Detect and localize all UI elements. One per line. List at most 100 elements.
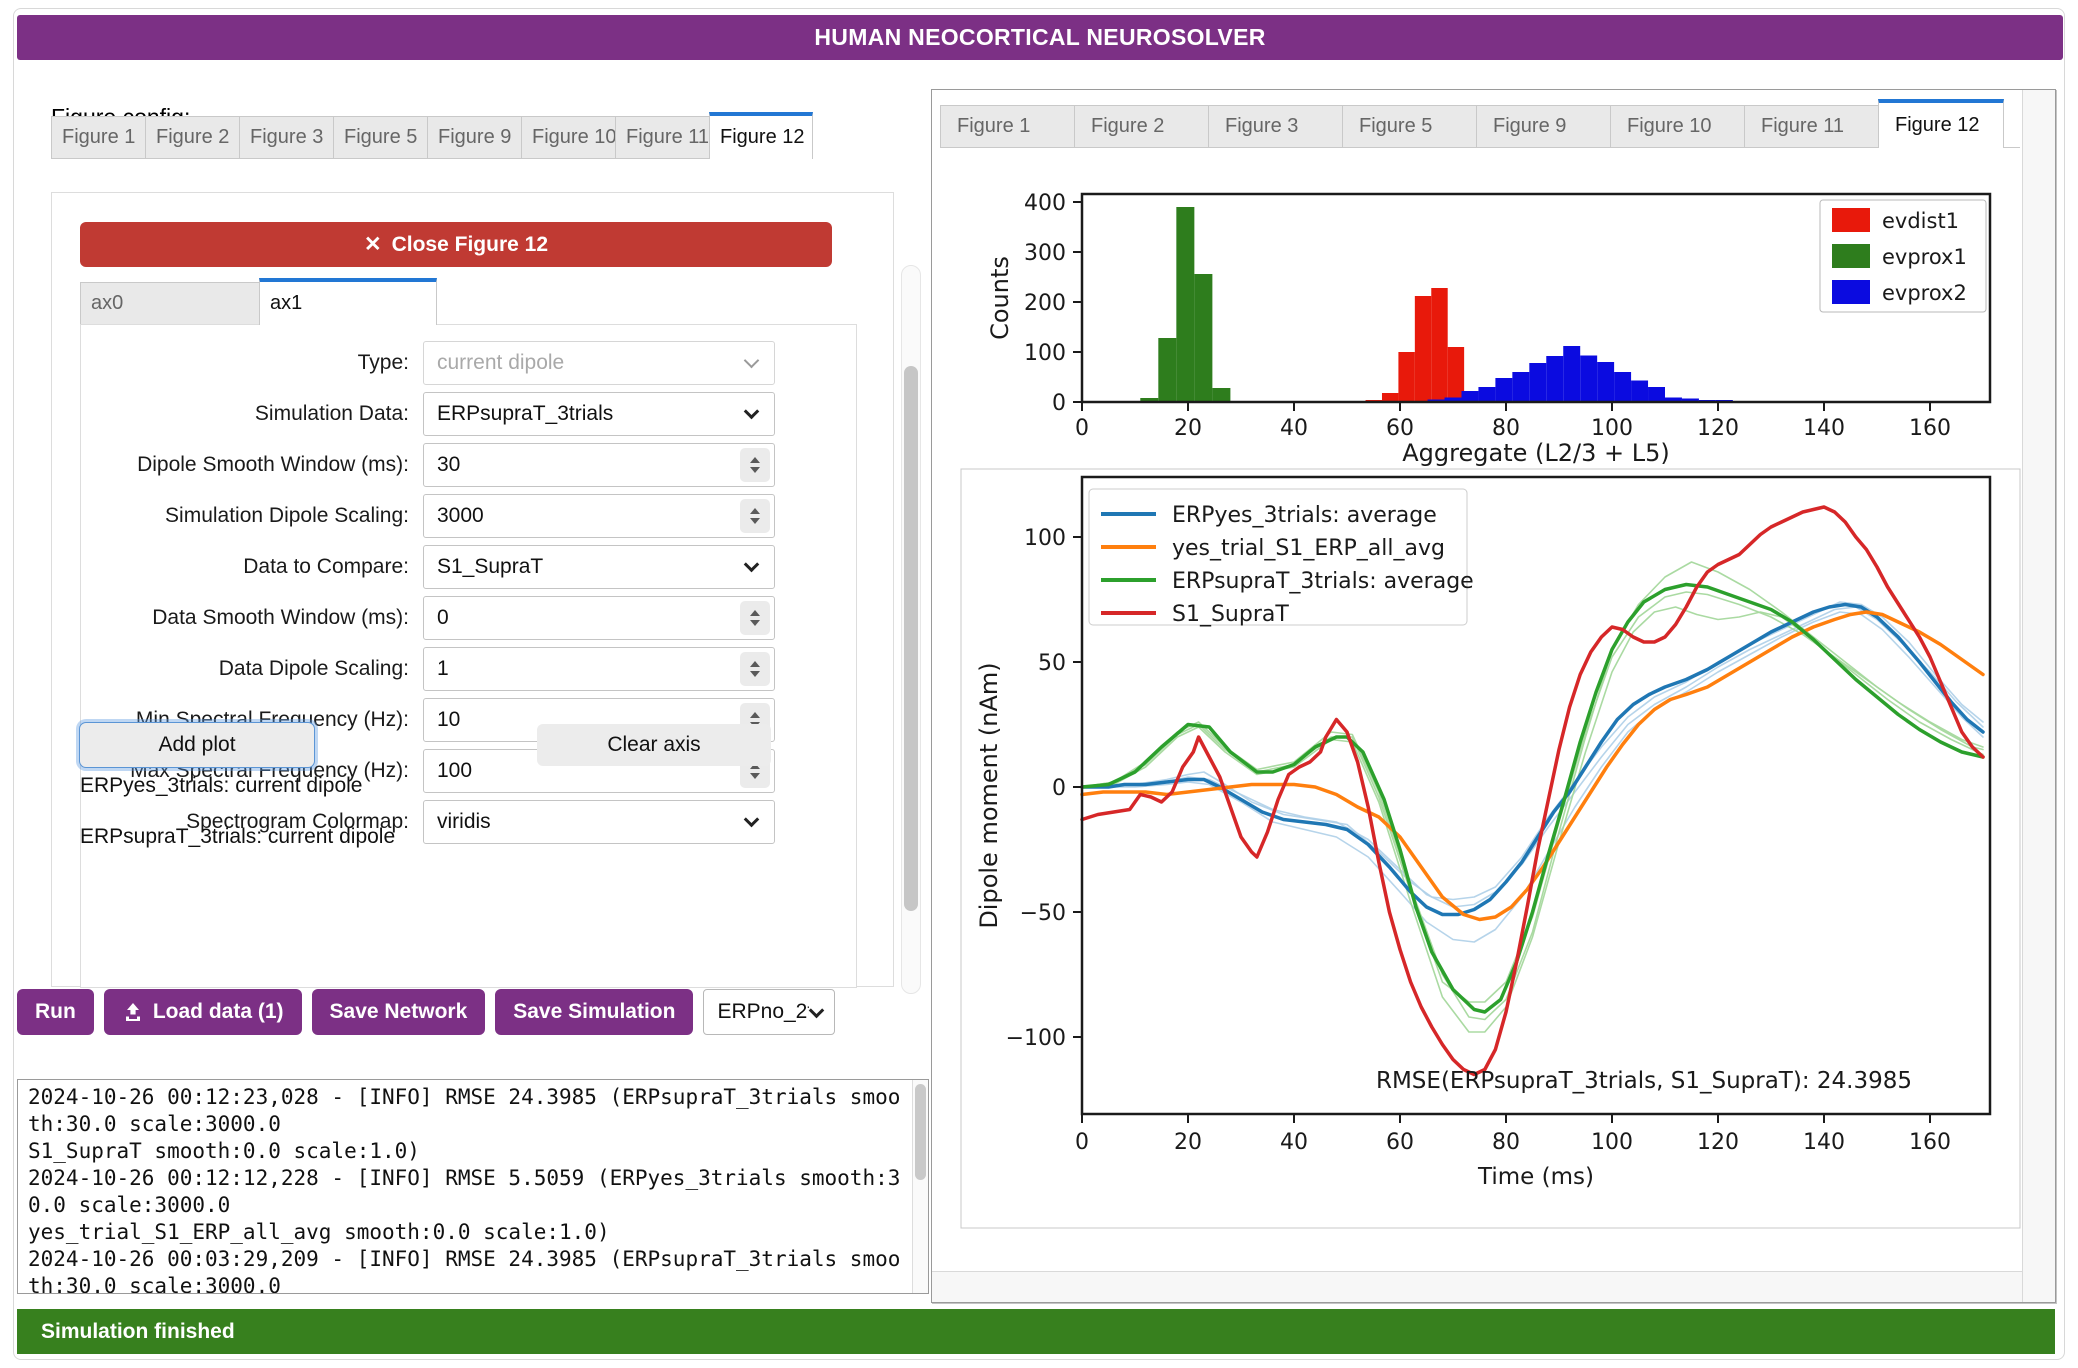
y-tick-label: 0 — [1052, 391, 1066, 416]
dipole-legend-box — [1088, 488, 1468, 626]
spinner-control[interactable] — [740, 499, 770, 533]
spinner-control[interactable] — [740, 652, 770, 686]
save-network-button[interactable]: Save Network — [311, 989, 486, 1035]
form-row-4: Data to Compare: S1_SupraT — [81, 545, 856, 589]
legend-swatch-evprox1 — [1832, 244, 1870, 268]
simulation-data-select[interactable]: ERPsupraT_3trials — [423, 392, 775, 436]
x-tick-label: 40 — [1280, 1130, 1308, 1155]
hist-bar-evdist1 — [1431, 288, 1448, 402]
rmse-annotation: RMSE(ERPsupraT_3trials, S1_SupraT): 24.3… — [1376, 1068, 1912, 1094]
figure-viewer-tabstrip: Figure 1 Figure 2 Figure 3 Figure 5 Figure 9… — [940, 99, 2020, 148]
data-smooth-window-ms-number[interactable]: 0 — [423, 596, 775, 640]
config-tab-figure-10[interactable]: Figure 10 — [521, 116, 616, 158]
hist-bar-evprox2 — [1614, 372, 1632, 402]
config-tab-figure-5[interactable]: Figure 5 — [333, 116, 428, 158]
form-row-0: Type: current dipole — [81, 341, 856, 385]
form-row-1: Simulation Data: ERPsupraT_3trials — [81, 392, 856, 436]
form-row-9: Spectrogram Colormap: viridis — [81, 800, 856, 844]
axis-tab-ax0[interactable]: ax0 — [80, 282, 260, 324]
legend-label-S1_SupraT: S1_SupraT — [1172, 602, 1289, 627]
x-tick-label: 140 — [1803, 416, 1845, 441]
field-value: S1_SupraT — [437, 555, 544, 578]
dipole-ylabel: Dipole moment (nAm) — [975, 662, 1003, 928]
hist-bar-evprox2 — [1648, 387, 1665, 402]
figure-vertical-scrollbar[interactable] — [2022, 90, 2055, 1302]
save-simulation-button[interactable]: Save Simulation — [495, 989, 694, 1035]
spinner-control[interactable] — [740, 601, 770, 635]
spinner-control[interactable] — [740, 448, 770, 482]
chevron-down-icon — [743, 556, 760, 573]
config-scrollbar-thumb[interactable] — [904, 366, 918, 911]
run-button[interactable]: Run — [17, 989, 94, 1035]
viewer-tab-figure-11[interactable]: Figure 11 — [1744, 105, 1879, 147]
viewer-tab-figure-1[interactable]: Figure 1 — [940, 105, 1075, 147]
y-tick-label: 0 — [1052, 776, 1066, 801]
hist-bar-evprox1 — [1194, 274, 1213, 402]
close-figure-button[interactable]: ✕ Close Figure 12 — [80, 222, 832, 267]
config-tab-figure-9[interactable]: Figure 9 — [427, 116, 522, 158]
simulation-dipole-scaling-number[interactable]: 3000 — [423, 494, 775, 538]
chevron-down-icon — [743, 403, 760, 420]
form-row-6: Data Dipole Scaling: 1 — [81, 647, 856, 691]
hist-bar-evprox1 — [1176, 207, 1195, 402]
viewer-tab-figure-5[interactable]: Figure 5 — [1342, 105, 1477, 147]
figure-horizontal-scrollbar[interactable] — [932, 1271, 2022, 1302]
viewer-tab-figure-9[interactable]: Figure 9 — [1476, 105, 1611, 147]
series-erpyes-3trials-average — [1080, 602, 1985, 917]
log-text: 2024-10-26 00:12:23,028 - [INFO] RMSE 24… — [18, 1082, 912, 1293]
simulation-select[interactable]: ERPno_2t — [703, 989, 836, 1035]
config-tab-figure-2[interactable]: Figure 2 — [145, 116, 240, 158]
close-figure-label: Close Figure 12 — [391, 232, 548, 256]
hist-bar-evprox1 — [1212, 388, 1231, 402]
load-data-button[interactable]: Load data (1) — [103, 989, 302, 1035]
spinner-down-icon — [750, 467, 760, 473]
y-tick-label: 200 — [1024, 291, 1066, 316]
axis-tabstrip: ax0 ax1 — [80, 278, 437, 325]
plot-list-item: ERPsupraT_3trials: current dipole — [80, 825, 396, 848]
figure-config-tabstrip: Figure 1 Figure 2 Figure 3 Figure 5 Figure 9… — [51, 112, 813, 159]
action-bar: Run Load data (1) Save Network Save Simu… — [17, 989, 836, 1035]
field-label: Data Dipole Scaling: — [218, 657, 409, 680]
dipole-smooth-window-ms-number[interactable]: 30 — [423, 443, 775, 487]
config-tab-figure-12[interactable]: Figure 12 — [709, 112, 813, 159]
config-scrollbar-track[interactable] — [901, 265, 921, 994]
clear-axis-button[interactable]: Clear axis — [537, 724, 771, 766]
spinner-up-icon — [750, 610, 760, 616]
spinner-down-icon — [750, 671, 760, 677]
figure-viewer-panel: Figure 1 Figure 2 Figure 3 Figure 5 Figure 9… — [931, 89, 2056, 1303]
viewer-tab-figure-12[interactable]: Figure 12 — [1878, 99, 2004, 148]
config-tab-figure-1[interactable]: Figure 1 — [51, 116, 146, 158]
data-dipole-scaling-number[interactable]: 1 — [423, 647, 775, 691]
field-value: ERPsupraT_3trials — [437, 402, 614, 425]
hist-bar-evprox2 — [1597, 362, 1615, 402]
legend-swatch-evdist1 — [1832, 208, 1870, 232]
log-scrollbar-track[interactable] — [912, 1080, 928, 1293]
config-tab-figure-3[interactable]: Figure 3 — [239, 116, 334, 158]
x-tick-label: 40 — [1280, 416, 1308, 441]
y-tick-label: 100 — [1024, 526, 1066, 551]
hist-axes-frame — [1080, 192, 1992, 404]
hist-bar-evprox2 — [1512, 372, 1530, 402]
viewer-tab-figure-3[interactable]: Figure 3 — [1208, 105, 1343, 147]
save-network-label: Save Network — [329, 1000, 468, 1023]
x-tick-label: 60 — [1386, 1130, 1414, 1155]
log-line: S1_SupraT smooth:0.0 scale:1.0) — [28, 1139, 420, 1163]
data-to-compare-select[interactable]: S1_SupraT — [423, 545, 775, 589]
log-console[interactable]: 2024-10-26 00:12:23,028 - [INFO] RMSE 24… — [17, 1079, 929, 1294]
axis-tab-ax1[interactable]: ax1 — [259, 278, 437, 325]
spectrogram-colormap-select[interactable]: viridis — [423, 800, 775, 844]
legend-label-evprox1: evprox1 — [1882, 245, 1967, 269]
hist-bar-evprox1 — [1158, 338, 1177, 402]
y-tick-label: 400 — [1024, 191, 1066, 216]
viewer-tab-figure-10[interactable]: Figure 10 — [1610, 105, 1745, 147]
config-tab-figure-11[interactable]: Figure 11 — [615, 116, 710, 158]
hist-bar-evprox2 — [1495, 378, 1513, 402]
legend-label-evprox2: evprox2 — [1882, 281, 1967, 305]
x-tick-label: 0 — [1075, 416, 1089, 441]
log-scrollbar-thumb[interactable] — [915, 1084, 926, 1180]
legend-label-yes_trial_S1_ERP_all_avg: yes_trial_S1_ERP_all_avg — [1172, 536, 1445, 561]
close-icon: ✕ — [364, 233, 382, 256]
add-plot-button[interactable]: Add plot — [79, 722, 315, 768]
viewer-tab-figure-2[interactable]: Figure 2 — [1074, 105, 1209, 147]
field-value: 30 — [437, 453, 461, 476]
